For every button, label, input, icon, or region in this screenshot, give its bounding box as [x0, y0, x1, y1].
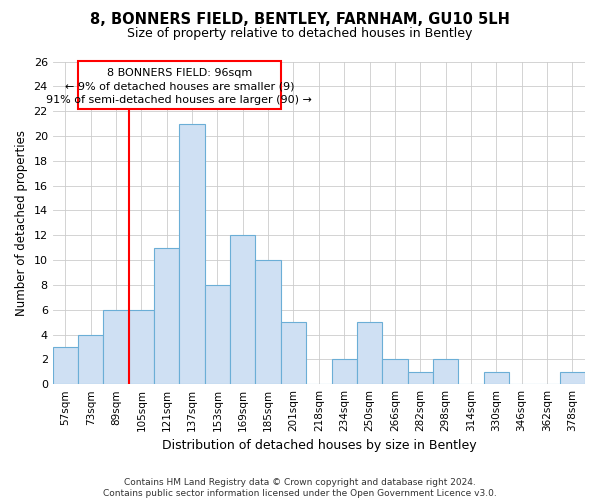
Bar: [78, 62, 281, 108]
Text: 8, BONNERS FIELD, BENTLEY, FARNHAM, GU10 5LH: 8, BONNERS FIELD, BENTLEY, FARNHAM, GU10…: [90, 12, 510, 28]
Bar: [53, 347, 78, 384]
Text: Contains HM Land Registry data © Crown copyright and database right 2024.
Contai: Contains HM Land Registry data © Crown c…: [103, 478, 497, 498]
Bar: [103, 310, 129, 384]
Bar: [407, 372, 433, 384]
Bar: [484, 372, 509, 384]
Bar: [332, 360, 357, 384]
Text: 8 BONNERS FIELD: 96sqm: 8 BONNERS FIELD: 96sqm: [107, 68, 252, 78]
Bar: [357, 322, 382, 384]
Y-axis label: Number of detached properties: Number of detached properties: [15, 130, 28, 316]
X-axis label: Distribution of detached houses by size in Bentley: Distribution of detached houses by size …: [161, 440, 476, 452]
Bar: [129, 310, 154, 384]
Bar: [78, 334, 103, 384]
Bar: [433, 360, 458, 384]
Text: ← 9% of detached houses are smaller (9): ← 9% of detached houses are smaller (9): [65, 82, 294, 92]
Bar: [281, 322, 306, 384]
Bar: [256, 260, 281, 384]
Text: Size of property relative to detached houses in Bentley: Size of property relative to detached ho…: [127, 28, 473, 40]
Bar: [154, 248, 179, 384]
Text: 91% of semi-detached houses are larger (90) →: 91% of semi-detached houses are larger (…: [46, 96, 313, 106]
Bar: [179, 124, 205, 384]
Bar: [382, 360, 407, 384]
Bar: [230, 236, 256, 384]
Bar: [205, 285, 230, 384]
Bar: [560, 372, 585, 384]
